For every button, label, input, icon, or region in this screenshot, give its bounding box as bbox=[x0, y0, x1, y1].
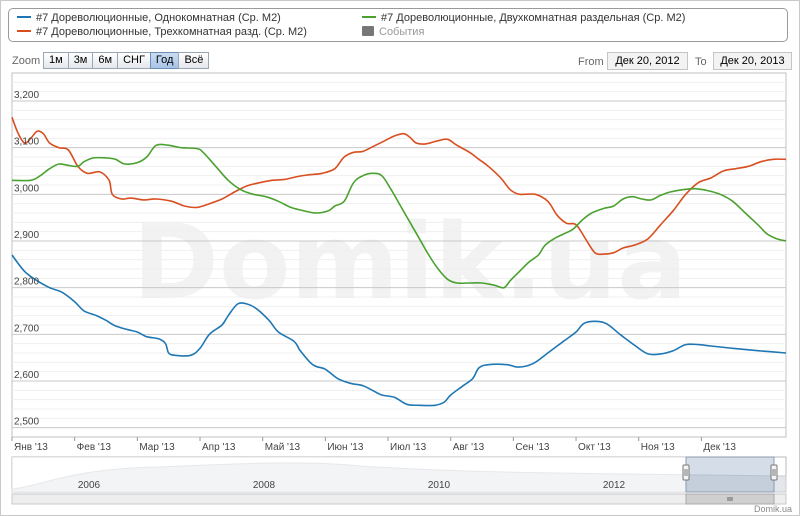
navigator-outside-mask bbox=[12, 457, 686, 492]
x-tick-label: Янв '13 bbox=[14, 442, 48, 453]
navigator-handle bbox=[770, 464, 778, 481]
x-tick-label: Июл '13 bbox=[390, 442, 427, 453]
x-tick-label: Ноя '13 bbox=[641, 442, 675, 453]
range-from-input[interactable]: Дек 20, 2012 bbox=[607, 52, 688, 70]
navigator[interactable]: 2006 2008 2010 2012 bbox=[11, 456, 787, 505]
x-tick-label: Авг '13 bbox=[453, 442, 485, 453]
series-line-one-room bbox=[11, 254, 787, 407]
zoom-1m-button[interactable]: 1м bbox=[43, 52, 69, 69]
legend-label: События bbox=[379, 26, 425, 38]
y-tick-label: 2,700 bbox=[14, 323, 39, 334]
legend-swatch bbox=[17, 30, 31, 33]
zoom-6m-button[interactable]: 6м bbox=[92, 52, 119, 69]
minor-grid-lines bbox=[12, 81, 786, 419]
y-tick-label: 2,500 bbox=[14, 417, 39, 428]
x-tick-label: Мар '13 bbox=[139, 442, 175, 453]
navigator-tick-label: 2006 bbox=[78, 480, 101, 491]
legend-item-one-room[interactable]: #7 Дореволюционные, Однокомнатная (Ср. М… bbox=[17, 12, 281, 25]
navigator-tick-label: 2010 bbox=[428, 480, 451, 491]
x-tick-label: Сен '13 bbox=[515, 442, 550, 453]
zoom-1y-button[interactable]: Год bbox=[149, 52, 180, 69]
zoom-all-button[interactable]: Всё bbox=[178, 52, 210, 69]
x-tick-label: Окт '13 bbox=[578, 442, 611, 453]
x-tick-label: Апр '13 bbox=[202, 442, 236, 453]
range-to-label: To bbox=[695, 56, 707, 68]
legend-item-three-room[interactable]: #7 Дореволюционные, Трехкомнатная разд. … bbox=[17, 26, 307, 39]
x-axis: Янв '13 Фев '13 Мар '13 Апр '13 Май '13 Июн '… bbox=[11, 437, 736, 453]
events-flag-icon bbox=[362, 26, 374, 37]
x-tick-label: Фев '13 bbox=[77, 442, 112, 453]
legend-swatch bbox=[17, 16, 31, 19]
zoom-ytd-button[interactable]: СНГ bbox=[117, 52, 151, 69]
watermark-text: Domik.ua bbox=[133, 201, 688, 323]
series-line-two-room bbox=[11, 143, 787, 289]
x-tick-label: Июн '13 bbox=[327, 442, 363, 453]
legend-label: #7 Дореволюционные, Трехкомнатная разд. … bbox=[36, 26, 307, 38]
zoom-label: Zoom bbox=[12, 55, 41, 67]
y-tick-label: 2,600 bbox=[14, 370, 39, 381]
navigator-scrollbar-track bbox=[11, 493, 787, 505]
y-tick-label: 3,200 bbox=[14, 90, 39, 101]
credit-text: Domik.ua bbox=[753, 504, 792, 514]
legend-label: #7 Дореволюционные, Однокомнатная (Ср. М… bbox=[36, 12, 281, 24]
legend-swatch bbox=[362, 16, 376, 19]
zoom-3m-button[interactable]: 3м bbox=[67, 52, 94, 69]
legend-item-two-room[interactable]: #7 Дореволюционные, Двухкомнатная раздел… bbox=[362, 12, 685, 25]
y-tick-label: 3,100 bbox=[14, 137, 39, 148]
y-tick-label: 2,800 bbox=[14, 277, 39, 288]
legend: #7 Дореволюционные, Однокомнатная (Ср. М… bbox=[8, 8, 788, 42]
y-tick-label: 3,000 bbox=[14, 183, 39, 194]
range-from-label: From bbox=[578, 56, 604, 68]
series-layer bbox=[11, 117, 787, 407]
navigator-selection bbox=[685, 456, 775, 493]
x-tick-label: Май '13 bbox=[265, 442, 301, 453]
series-line-three-room bbox=[11, 117, 787, 256]
navigator-handle bbox=[682, 464, 690, 481]
zoom-buttons: 1м 3м 6м СНГ Год Всё bbox=[43, 52, 210, 69]
x-tick-label: Дек '13 bbox=[703, 442, 736, 453]
range-to-input[interactable]: Дек 20, 2013 bbox=[713, 52, 792, 70]
y-axis: 2,500 2,600 2,700 2,800 2,900 3,000 3,100 3,200 bbox=[14, 90, 39, 428]
y-tick-label: 2,900 bbox=[14, 230, 39, 241]
legend-label: #7 Дореволюционные, Двухкомнатная раздел… bbox=[381, 12, 686, 24]
navigator-tick-label: 2008 bbox=[253, 480, 276, 491]
legend-item-events[interactable]: События bbox=[362, 26, 424, 39]
navigator-tick-label: 2012 bbox=[603, 480, 626, 491]
